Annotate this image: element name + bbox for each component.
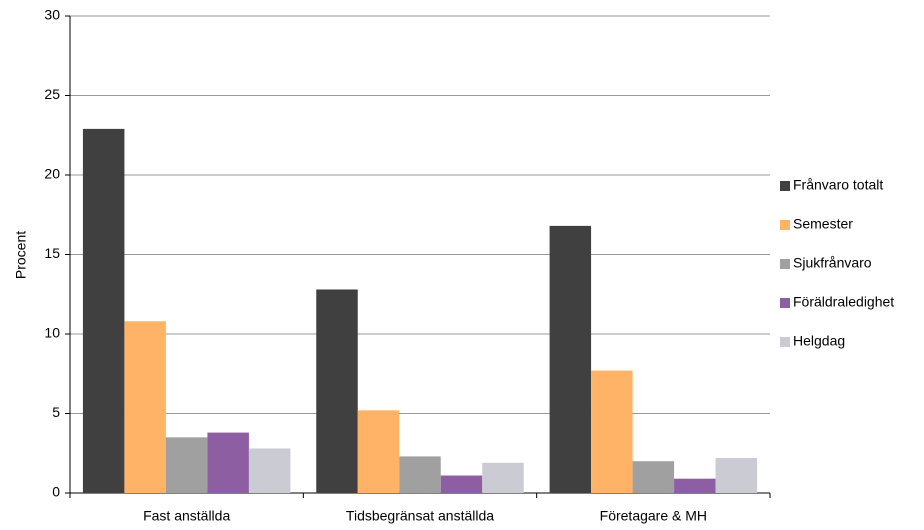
legend-label: Sjukfrånvaro	[793, 255, 872, 271]
bar	[207, 432, 249, 493]
y-tick-label: 10	[44, 325, 60, 341]
bar	[591, 370, 633, 493]
y-tick-label: 0	[52, 484, 60, 500]
x-tick-label: Fast anställda	[143, 508, 230, 524]
bar	[357, 410, 400, 493]
y-tick-label: 15	[44, 245, 60, 261]
bar	[632, 461, 675, 493]
legend-swatch	[780, 337, 790, 347]
bar	[482, 462, 524, 493]
x-tick-label: Företagare & MH	[600, 508, 707, 524]
bar	[124, 321, 166, 493]
bar	[440, 475, 483, 493]
bar	[715, 458, 758, 493]
y-tick-label: 20	[44, 166, 60, 182]
legend-label: Föräldraledighet	[793, 294, 894, 310]
legend-swatch	[780, 259, 790, 269]
legend-label: Helgdag	[793, 333, 845, 349]
bar	[674, 478, 716, 493]
bar	[399, 456, 441, 493]
bar	[82, 128, 125, 493]
bar	[248, 448, 291, 493]
y-tick-label: 25	[44, 86, 60, 102]
y-tick-label: 5	[52, 404, 60, 420]
x-tick-label: Tidsbegränsat anställda	[346, 508, 494, 524]
legend-label: Frånvaro totalt	[793, 177, 883, 193]
legend-swatch	[780, 181, 790, 191]
y-axis-label: Procent	[13, 231, 29, 279]
bar	[316, 289, 358, 493]
y-tick-label: 30	[44, 7, 60, 23]
bar	[165, 437, 208, 493]
legend-label: Semester	[793, 216, 853, 232]
legend-swatch	[780, 298, 790, 308]
bar	[549, 225, 592, 493]
legend-swatch	[780, 220, 790, 230]
